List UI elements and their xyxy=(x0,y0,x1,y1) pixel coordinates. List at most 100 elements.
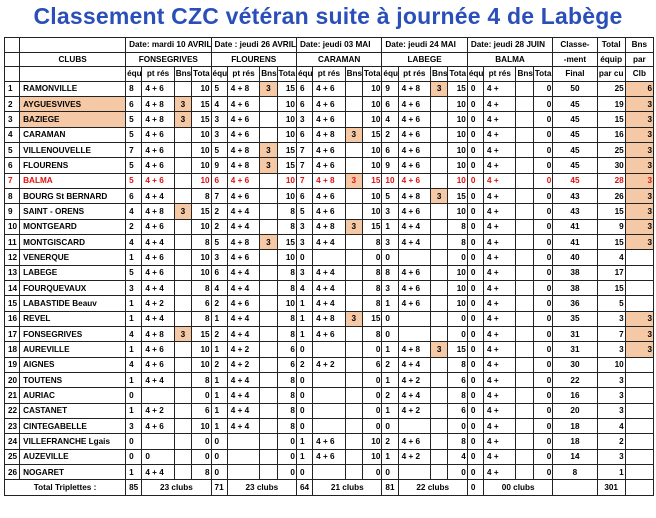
bonus-cell xyxy=(344,233,363,251)
teams-cell: 3 xyxy=(125,279,143,297)
teams-cell: 0 xyxy=(295,387,314,404)
total-cell: 10 xyxy=(191,172,212,189)
bonus-cell xyxy=(430,95,449,113)
points-cell: 4 + xyxy=(483,187,517,205)
total-cell: 6 xyxy=(276,341,297,358)
club-bonus-cell: 3 xyxy=(624,187,655,205)
club-name-cell: NOGARET xyxy=(19,464,127,481)
total-cell: 0 xyxy=(532,279,554,297)
total-cell: 0 xyxy=(276,448,297,466)
header-blank-cell xyxy=(3,51,21,67)
total-cell: 10 xyxy=(447,111,468,128)
teams-cell: 1 xyxy=(125,310,143,328)
final-score-cell: 18 xyxy=(552,418,598,435)
total-cell: 10 xyxy=(276,249,297,266)
club-bonus-cell xyxy=(624,279,655,297)
points-cell: 4 + 2 xyxy=(141,402,175,420)
bonus-cell xyxy=(173,80,193,97)
total-cell: 15 xyxy=(447,341,468,358)
bonus-cell xyxy=(430,218,449,235)
rank-cell: 26 xyxy=(3,464,21,481)
bonus-cell xyxy=(515,218,534,235)
teams-cell: 1 xyxy=(381,218,399,235)
total-cell: 8 xyxy=(447,387,468,404)
bonus-cell xyxy=(344,341,363,358)
total-cell: 8 xyxy=(191,279,212,297)
rank-cell: 22 xyxy=(3,402,21,420)
teams-cell: 1 xyxy=(210,310,228,328)
club-name-cell: CARAMAN xyxy=(19,126,127,143)
total-cell: 8 xyxy=(276,387,297,404)
points-cell: 4 + 4 xyxy=(141,279,175,297)
team-total-cell: 9 xyxy=(596,218,626,235)
bonus-cell xyxy=(344,111,363,128)
teams-cell: 3 xyxy=(210,249,228,266)
bonus-cell xyxy=(344,433,363,450)
total-cell: 10 xyxy=(276,95,297,113)
bonus-cell xyxy=(259,341,278,358)
teams-cell: 6 xyxy=(125,95,143,113)
subcol-header: pt rés xyxy=(312,66,346,82)
points-cell: 4 + 6 xyxy=(141,356,175,374)
total-cell: 10 xyxy=(276,187,297,205)
points-cell: 4 + 4 xyxy=(312,233,346,251)
points-cell: 4 + 4 xyxy=(141,233,175,251)
teams-cell: 2 xyxy=(125,218,143,235)
teams-cell: 6 xyxy=(210,172,228,189)
total-cell: 6 xyxy=(276,356,297,374)
points-cell: 4 + 8 xyxy=(312,172,346,189)
teams-cell: 0 xyxy=(466,264,485,281)
teams-cell: 1 xyxy=(125,249,143,266)
final-score-cell: 50 xyxy=(552,80,598,97)
final-score-cell: 45 xyxy=(552,95,598,113)
bonus-cell xyxy=(430,111,449,128)
club-name-cell: REVEL xyxy=(19,310,127,328)
rank-cell: 15 xyxy=(3,295,21,312)
final-score-cell: 14 xyxy=(552,448,598,466)
club-name-cell: BAZIEGE xyxy=(19,111,127,128)
total-cell: 10 xyxy=(276,126,297,143)
bonus-cell: 3 xyxy=(259,141,278,159)
teams-cell: 6 xyxy=(381,95,399,113)
bonus-cell xyxy=(344,372,363,389)
bonus-cell xyxy=(515,203,534,220)
bonus-cell xyxy=(344,387,363,404)
total-header: par cu xyxy=(596,66,626,82)
club-name-cell: VILLEFRANCHE Lgais xyxy=(19,433,127,450)
date-header: Date: jeudi 24 MAI xyxy=(381,37,468,53)
points-cell: 4 + 6 xyxy=(141,172,175,189)
points-cell xyxy=(226,448,261,466)
bonus-cell xyxy=(515,433,534,450)
total-cell: 8 xyxy=(361,233,383,251)
bonus-cell xyxy=(430,402,449,420)
bonus-cell xyxy=(173,295,193,312)
rank-cell: 23 xyxy=(3,418,21,435)
teams-cell: 2 xyxy=(381,387,399,404)
teams-cell: 9 xyxy=(210,157,228,174)
bonus-cell xyxy=(344,279,363,297)
header-blank-cell xyxy=(3,66,21,82)
points-cell: 4 + 8 xyxy=(397,341,432,358)
bonus-cell xyxy=(515,372,534,389)
club-name-cell: FOURQUEVAUX xyxy=(19,279,127,297)
points-cell xyxy=(312,341,346,358)
bonus-cell xyxy=(259,203,278,220)
footer-blank-cell xyxy=(624,479,655,496)
points-cell: 4 + 6 xyxy=(141,218,175,235)
teams-cell: 2 xyxy=(210,295,228,312)
teams-cell: 0 xyxy=(466,448,485,466)
total-cell: 10 xyxy=(361,448,383,466)
total-cell: 10 xyxy=(276,111,297,128)
teams-cell: 0 xyxy=(125,448,143,466)
bns-header: Bns xyxy=(624,37,655,53)
teams-cell: 0 xyxy=(295,249,314,266)
teams-cell: 0 xyxy=(295,418,314,435)
teams-cell: 1 xyxy=(125,464,143,481)
points-cell: 4 + 8 xyxy=(226,80,261,97)
total-cell: 10 xyxy=(447,157,468,174)
points-cell: 4 + 8 xyxy=(226,233,261,251)
points-cell: 4 + 2 xyxy=(397,402,432,420)
total-cell: 4 xyxy=(447,448,468,466)
points-cell xyxy=(312,402,346,420)
